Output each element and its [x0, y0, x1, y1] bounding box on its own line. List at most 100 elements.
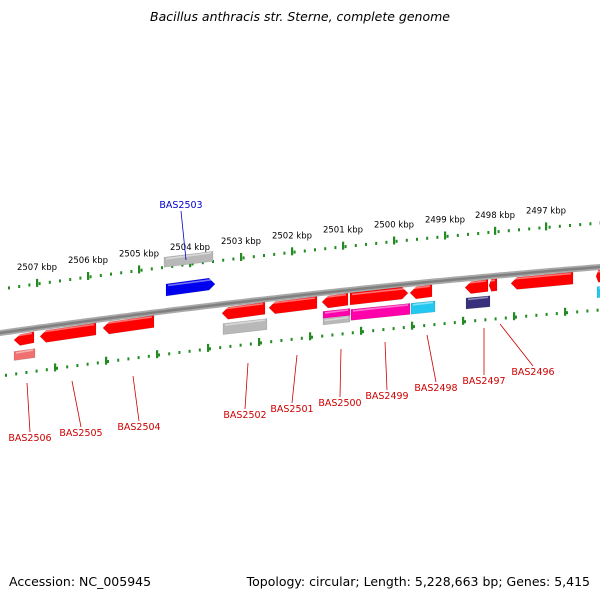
gene-edge-overlay[interactable] — [596, 286, 600, 299]
scale-label: 2500 kbp — [374, 221, 414, 231]
gene-leader — [384, 341, 388, 391]
gene-bas2502[interactable] — [221, 301, 266, 320]
gene-leader — [426, 334, 437, 383]
gene-label[interactable]: BAS2496 — [511, 367, 554, 378]
gene-shading — [165, 252, 212, 260]
major-tick — [545, 222, 548, 231]
scale-tick-bottom — [76, 364, 79, 367]
major-tick — [240, 253, 243, 261]
gene-leader — [132, 375, 140, 422]
scale-label: 2497 kbp — [526, 206, 566, 216]
selected-gene-label[interactable]: BAS2503 — [159, 200, 202, 211]
scale-tick-top — [579, 223, 582, 227]
gene-bas2504[interactable] — [102, 315, 155, 335]
gene-label[interactable]: BAS2506 — [8, 433, 51, 444]
gene-bas2497-overlay[interactable] — [465, 295, 491, 310]
gene-bas2503[interactable] — [165, 277, 216, 297]
scale-tick-bottom — [576, 310, 579, 314]
gene-shading — [104, 316, 153, 325]
major-tick — [207, 343, 210, 352]
scale-tick-bottom — [311, 335, 313, 339]
scale-tick-bottom — [209, 347, 211, 351]
scale-tick-bottom — [280, 339, 283, 342]
gene-label[interactable]: BAS2500 — [318, 398, 361, 409]
gene-label[interactable]: BAS2497 — [462, 376, 505, 387]
gene-label[interactable]: BAS2498 — [414, 383, 457, 394]
gene-shading — [224, 319, 266, 326]
gene-label[interactable]: BAS2504 — [117, 422, 160, 433]
genome-summary: Topology: circular; Length: 5,228,663 bp… — [246, 574, 590, 589]
scale-tick-bottom — [107, 360, 109, 363]
gene-bas2500[interactable] — [321, 292, 349, 309]
gene-bas2500-overlay[interactable] — [322, 308, 351, 319]
gene-bas2506-overlay[interactable] — [13, 348, 36, 361]
gene-bas2496[interactable] — [510, 271, 574, 290]
scale-tick-top — [314, 248, 316, 252]
scale-tick-top — [140, 268, 143, 272]
scale-tick-top — [365, 242, 367, 246]
scale-label: 2499 kbp — [425, 216, 465, 226]
scale-tick-bottom — [402, 326, 405, 330]
scale-tick-bottom — [474, 319, 477, 323]
scale-tick-bottom — [515, 315, 517, 319]
major-tick — [54, 363, 57, 372]
scale-tick-top — [110, 272, 112, 276]
gene-bas2498[interactable] — [409, 284, 433, 300]
scale-tick-top — [212, 260, 214, 263]
scale-tick-bottom — [117, 358, 120, 362]
scale-tick-bottom — [392, 327, 395, 331]
scale-tick-bottom — [239, 343, 242, 347]
gene-label[interactable]: BAS2505 — [59, 428, 102, 439]
gene-bas2502-overlay[interactable] — [222, 318, 268, 335]
scale-tick-top — [28, 283, 31, 287]
scale-tick-top — [89, 275, 92, 279]
scale-tick-top — [181, 263, 184, 267]
gene-label[interactable]: BAS2501 — [270, 404, 313, 415]
genome-backbone-core — [0, 265, 600, 335]
gene-shading — [323, 293, 347, 299]
scale-tick-top — [171, 264, 174, 268]
scale-tick-bottom — [423, 324, 426, 328]
gene-label[interactable]: BAS2499 — [365, 391, 408, 402]
scale-tick-top — [283, 251, 286, 255]
gene-bas2497[interactable] — [464, 279, 489, 294]
scale-tick-top — [334, 246, 337, 250]
scale-tick-top — [273, 252, 276, 256]
scale-label: 2503 kbp — [221, 237, 261, 247]
gene-bas2506[interactable] — [13, 331, 35, 346]
scale-tick-bottom — [453, 321, 456, 325]
scale-tick-bottom — [147, 354, 150, 358]
scale-tick-bottom — [413, 325, 415, 329]
gene-bas2499[interactable] — [349, 286, 409, 306]
gene-bas2503-grey[interactable] — [163, 250, 214, 268]
gene-bas2498-overlay[interactable] — [410, 300, 436, 315]
scale-tick-top — [191, 262, 194, 266]
gene-edge[interactable] — [595, 269, 600, 283]
scale-tick-bottom — [15, 372, 18, 376]
scale-tick-bottom — [96, 361, 99, 365]
scale-tick-bottom — [300, 336, 303, 340]
scale-tick-bottom — [596, 308, 599, 312]
gene-bas2499-overlay[interactable] — [350, 303, 411, 321]
scale-tick-bottom — [219, 346, 222, 350]
gene-label[interactable]: BAS2502 — [223, 410, 266, 421]
gene-bas2500-overlay-b[interactable] — [322, 315, 351, 326]
major-tick — [513, 312, 516, 321]
scale-tick-top — [232, 257, 235, 261]
scale-tick-bottom — [566, 311, 568, 315]
scale-tick-top — [518, 228, 520, 232]
scale-tick-top — [242, 256, 245, 260]
scale-tick-top — [528, 227, 531, 231]
scale-tick-top — [263, 254, 265, 257]
genome-title: Bacillus anthracis str. Sterne, complete… — [150, 9, 450, 24]
scale-tick-top — [99, 274, 102, 277]
gene-bas2497b[interactable] — [488, 278, 498, 292]
scale-tick-bottom — [178, 351, 181, 354]
gene-bas2501[interactable] — [268, 296, 318, 315]
gene-shading — [490, 279, 496, 282]
scale-tick-top — [405, 238, 408, 242]
gene-bas2505[interactable] — [39, 322, 97, 343]
selected-gene-leader — [180, 210, 187, 261]
major-tick — [138, 265, 141, 274]
